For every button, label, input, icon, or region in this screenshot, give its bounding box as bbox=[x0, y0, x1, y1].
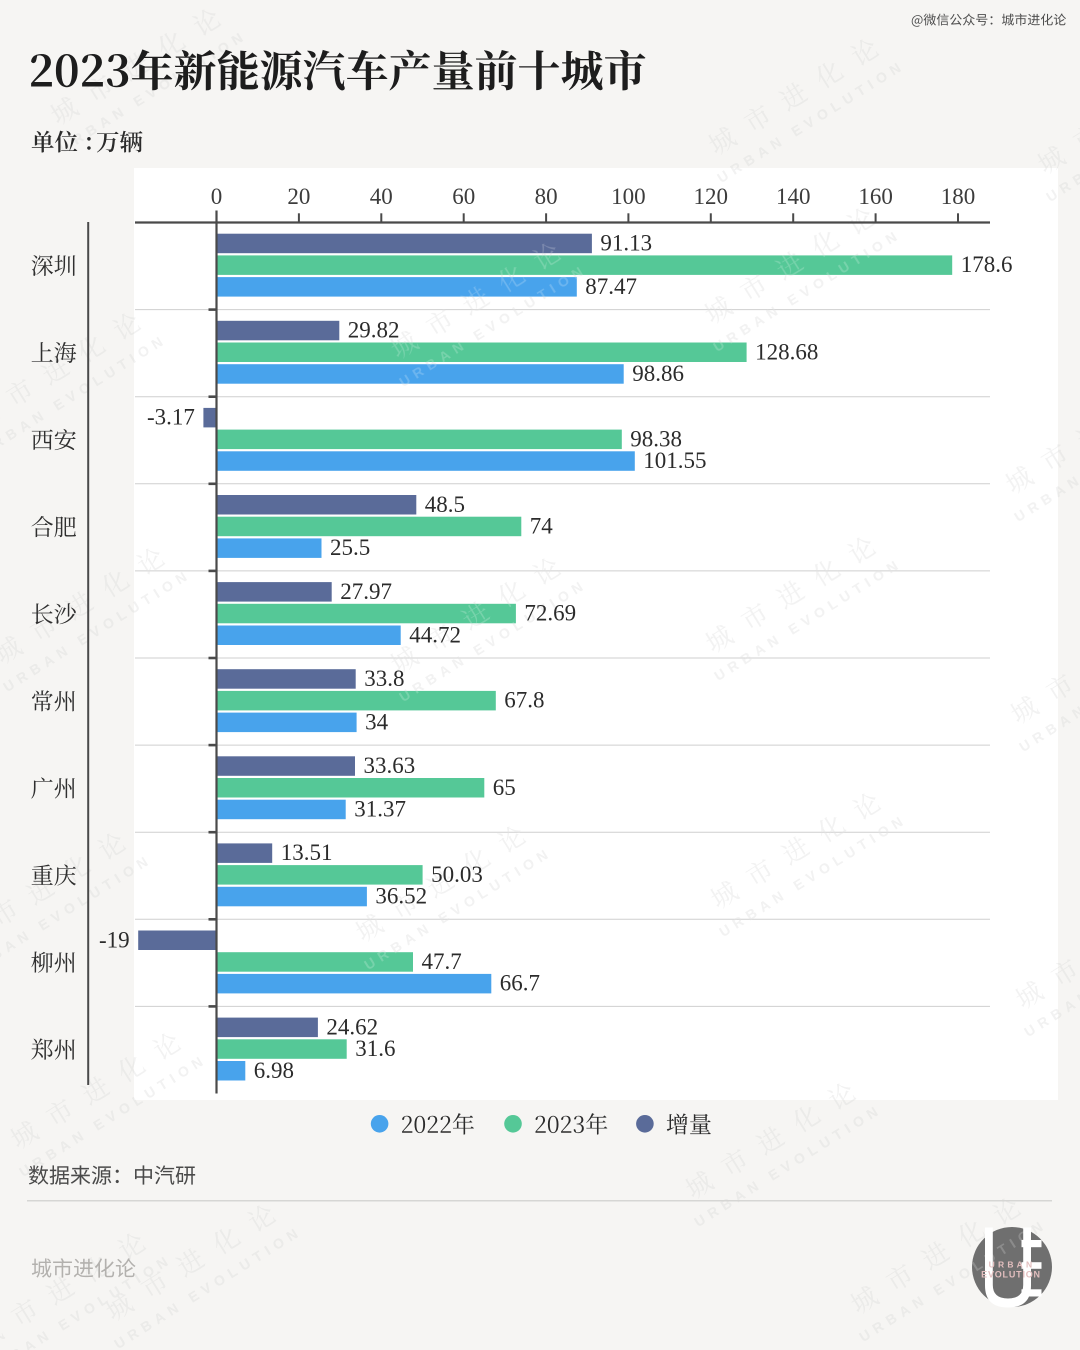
svg-text:6.98: 6.98 bbox=[254, 1058, 294, 1083]
svg-text:36.52: 36.52 bbox=[375, 884, 427, 909]
svg-text:33.63: 33.63 bbox=[364, 753, 416, 778]
svg-text:50.03: 50.03 bbox=[431, 862, 483, 887]
svg-text:66.7: 66.7 bbox=[500, 971, 540, 996]
svg-text:-19: -19 bbox=[99, 927, 130, 952]
svg-text:72.69: 72.69 bbox=[524, 601, 576, 626]
svg-text:31.6: 31.6 bbox=[355, 1036, 395, 1061]
svg-text:101.55: 101.55 bbox=[643, 448, 706, 473]
svg-text:25.5: 25.5 bbox=[330, 535, 370, 560]
svg-text:180: 180 bbox=[941, 184, 976, 209]
svg-text:100: 100 bbox=[611, 184, 646, 209]
svg-text:140: 140 bbox=[776, 184, 811, 209]
svg-text:40: 40 bbox=[370, 184, 393, 209]
svg-text:98.86: 98.86 bbox=[632, 361, 684, 386]
svg-text:-3.17: -3.17 bbox=[147, 405, 195, 430]
svg-text:120: 120 bbox=[694, 184, 729, 209]
svg-text:13.51: 13.51 bbox=[281, 840, 333, 865]
svg-text:URBAN: URBAN bbox=[989, 1260, 1036, 1270]
svg-text:178.6: 178.6 bbox=[961, 252, 1013, 277]
svg-text:29.82: 29.82 bbox=[348, 318, 400, 343]
svg-text:48.5: 48.5 bbox=[425, 492, 465, 517]
svg-text:65: 65 bbox=[493, 775, 516, 800]
svg-text:47.7: 47.7 bbox=[422, 949, 462, 974]
svg-text:EVOLUTION: EVOLUTION bbox=[981, 1270, 1041, 1280]
svg-text:34: 34 bbox=[365, 709, 389, 734]
svg-text:60: 60 bbox=[452, 184, 475, 209]
svg-text:31.37: 31.37 bbox=[354, 797, 406, 822]
svg-text:44.72: 44.72 bbox=[409, 622, 461, 647]
svg-text:87.47: 87.47 bbox=[585, 274, 637, 299]
svg-text:33.8: 33.8 bbox=[364, 666, 404, 691]
svg-text:67.8: 67.8 bbox=[504, 688, 544, 713]
svg-text:80: 80 bbox=[535, 184, 558, 209]
svg-text:128.68: 128.68 bbox=[755, 339, 818, 364]
svg-text:74: 74 bbox=[530, 514, 554, 539]
svg-text:27.97: 27.97 bbox=[340, 579, 392, 604]
svg-text:91.13: 91.13 bbox=[600, 231, 652, 256]
svg-text:98.38: 98.38 bbox=[630, 426, 682, 451]
svg-text:160: 160 bbox=[858, 184, 893, 209]
svg-text:20: 20 bbox=[287, 184, 310, 209]
svg-text:0: 0 bbox=[211, 184, 223, 209]
svg-text:24.62: 24.62 bbox=[326, 1014, 378, 1039]
